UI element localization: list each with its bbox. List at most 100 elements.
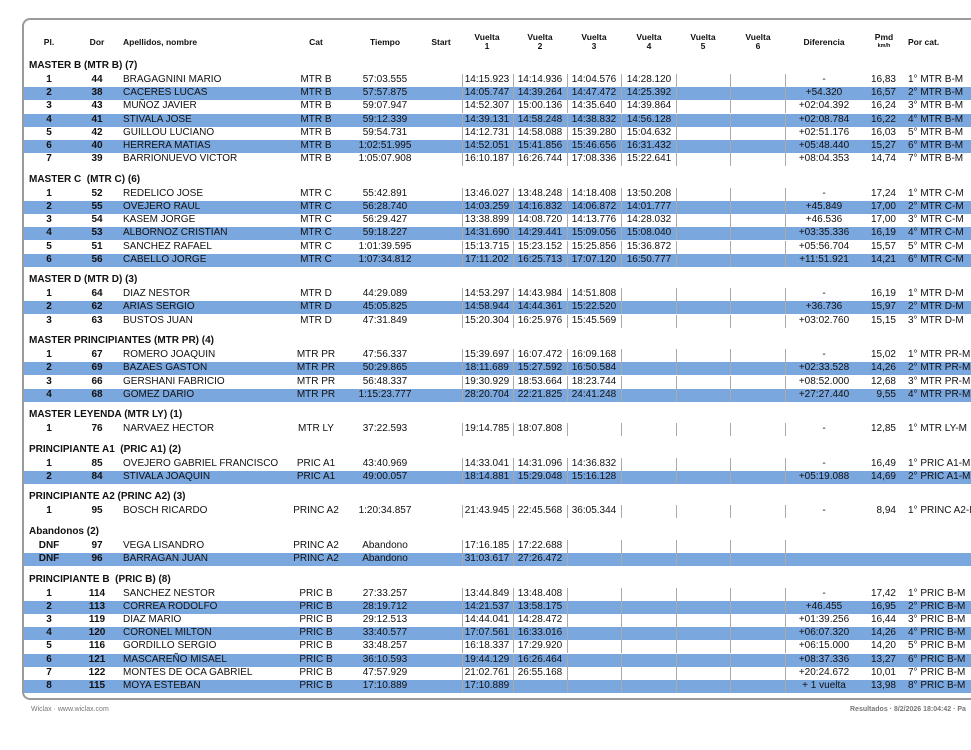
lap-divider [730,153,731,167]
lap-divider [621,423,622,437]
lap-divider [785,113,786,127]
lap-divider [462,140,463,153]
category-rank: 2° MTR C-M [908,200,964,212]
lap-time: 17:07.561 [464,627,510,639]
category-rank: 1° MTR C-M [908,187,964,199]
lap-time: 15:39.697 [464,349,510,361]
row-highlight [24,627,971,641]
time: 36:10.593 [362,653,408,665]
lap-divider [730,253,731,267]
lap-divider [621,349,622,363]
category: MTR B [300,153,332,165]
lap-divider [785,87,786,101]
category-rank: 1° MTR PR-M [908,349,971,361]
place: 5 [46,126,52,138]
lap-time: 22:21.825 [517,388,563,400]
place: 2 [46,200,52,212]
lap-divider [676,87,677,101]
lap-divider [513,627,514,641]
bib: 120 [88,627,106,639]
avg-speed: 17,24 [870,187,896,199]
lap-divider [462,375,463,389]
place: 1 [46,505,52,517]
name: GORDILLO SERGIO [123,640,217,652]
row-highlight [24,680,971,693]
lap-time: 15:25.856 [571,240,617,252]
name: GUILLOU LUCIANO [123,126,215,138]
place: 5 [46,240,52,252]
place: 3 [46,375,52,387]
place: 7 [46,153,52,165]
lap-divider [621,153,622,167]
place: 1 [46,423,52,435]
time: 55:42.891 [362,187,408,199]
lap-divider [513,187,514,201]
name: HERRERA MATIAS [123,140,211,151]
lap-divider [676,614,677,627]
category: PRIC B [299,627,333,639]
category: MTR LY [298,423,334,435]
lap-divider [730,100,731,114]
lap-time: 13:38.899 [464,214,510,226]
lap-divider [730,388,731,402]
row-highlight [24,301,971,315]
lap-divider [462,666,463,680]
lap-divider [676,314,677,328]
bib: 67 [91,349,103,361]
lap-divider [621,553,622,567]
lap-divider [462,253,463,267]
lap-divider [567,314,568,328]
lap-divider [567,214,568,228]
lap-time: 14:44.041 [464,614,510,625]
bib: 56 [91,253,103,265]
lap-divider [513,423,514,437]
bib: 64 [91,288,103,300]
category-rank: 7° PRIC B-M [908,666,966,678]
difference: +03:35.336 [798,227,850,239]
name: MASCAREÑO MISAEL [123,653,227,665]
lap-divider [462,74,463,87]
bib: 53 [91,227,103,239]
lap-time: 14:14.936 [517,74,563,85]
lap-time: 16:26.464 [517,653,563,665]
header-sub: 2 [537,41,543,51]
lap-divider [462,388,463,402]
lap-time: 15:16.128 [571,470,617,482]
lap-divider [621,288,622,302]
group-title: MASTER B (MTR B) (7) [29,60,138,71]
category: MTR PR [296,362,336,374]
lap-time: 15:27.592 [517,362,563,374]
lap-divider [567,539,568,553]
lap-divider [785,553,786,567]
avg-speed: 14,20 [870,640,896,652]
time: 17:10.889 [362,680,408,691]
lap-time: 14:03.259 [464,200,510,212]
results-frame [22,18,971,700]
avg-speed: 12,85 [870,423,896,435]
lap-divider [676,100,677,114]
lap-divider [462,214,463,228]
bib: 44 [91,74,103,85]
name: ALBORNOZ CRISTIAN [123,227,228,239]
difference: +06:15.000 [798,640,850,652]
lap-divider [567,614,568,627]
lap-divider [567,140,568,153]
lap-divider [785,240,786,254]
category: PRIC B [299,666,333,678]
place: 7 [46,666,52,678]
lap-divider [462,200,463,214]
lap-time: 14:15.923 [464,74,510,85]
header-label: Vuelta [636,32,662,42]
lap-divider [462,600,463,614]
place: 6 [46,653,52,665]
row-highlight [24,388,971,402]
lap-divider [730,240,731,254]
avg-speed: 15,15 [870,314,896,326]
category: PRINC A2 [293,539,339,551]
group-title: MASTER LEYENDA (MTR LY) (1) [29,409,183,421]
lap-divider [462,627,463,641]
place: 5 [46,640,52,652]
lap-time: 15:23.152 [517,240,563,252]
lap-divider [513,301,514,315]
category: MTR C [300,227,332,239]
